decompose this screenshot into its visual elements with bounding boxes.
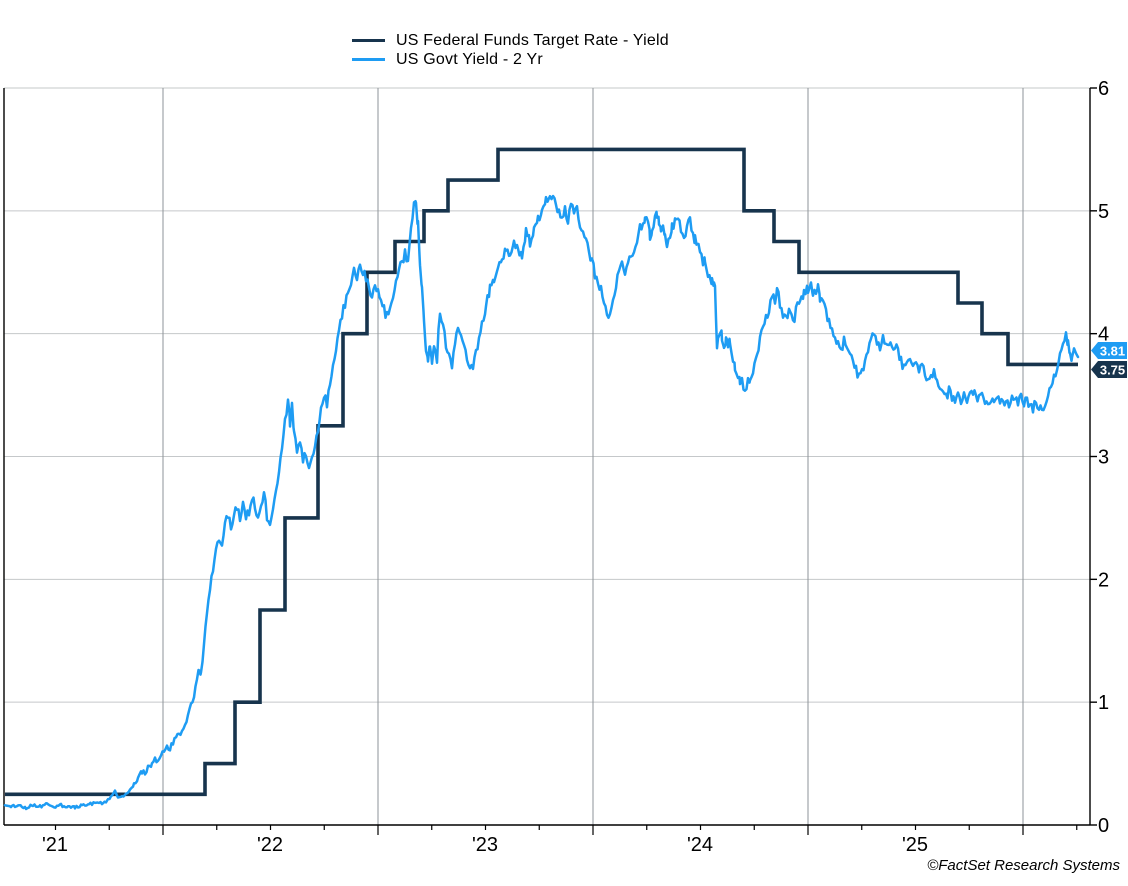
x-axis-year-label: '21 [42, 834, 68, 856]
x-axis-year-label: '24 [687, 834, 713, 856]
y-axis-tick-label: 2 [1098, 569, 1109, 591]
last-value-label-2yr: 3.81 [1100, 344, 1125, 359]
last-value-tag-fed [1091, 361, 1127, 378]
last-value-label-fed: 3.75 [1100, 363, 1125, 378]
last-value-tag-2yr [1091, 342, 1127, 359]
series-govt-2yr-line [3, 194, 1080, 811]
legend-line-swatch-fed-funds-icon [352, 39, 385, 42]
factset-credit: ©FactSet Research Systems [927, 857, 1120, 874]
y-axis-tick-label: 1 [1098, 692, 1109, 714]
x-axis-year-label: '23 [472, 834, 498, 856]
y-axis-tick-label: 6 [1098, 78, 1109, 100]
series-fed-funds-line [5, 147, 1078, 797]
legend-item-fed-funds: US Federal Funds Target Rate - Yield [352, 31, 669, 50]
y-axis-tick-label: 5 [1098, 201, 1109, 223]
y-axis-tick-label: 3 [1098, 447, 1109, 469]
legend-label-fed-funds: US Federal Funds Target Rate - Yield [396, 31, 669, 49]
y-axis-tick-label: 0 [1098, 815, 1109, 837]
legend-label-govt-2yr: US Govt Yield - 2 Yr [396, 50, 543, 68]
legend-item-govt-2yr: US Govt Yield - 2 Yr [352, 50, 669, 69]
x-axis-year-label: '25 [902, 834, 928, 856]
y-axis-tick-label: 4 [1098, 324, 1109, 346]
legend-line-swatch-govt-2yr-icon [352, 58, 385, 61]
x-axis-year-label: '22 [257, 834, 283, 856]
legend: US Federal Funds Target Rate - Yield US … [352, 31, 669, 69]
